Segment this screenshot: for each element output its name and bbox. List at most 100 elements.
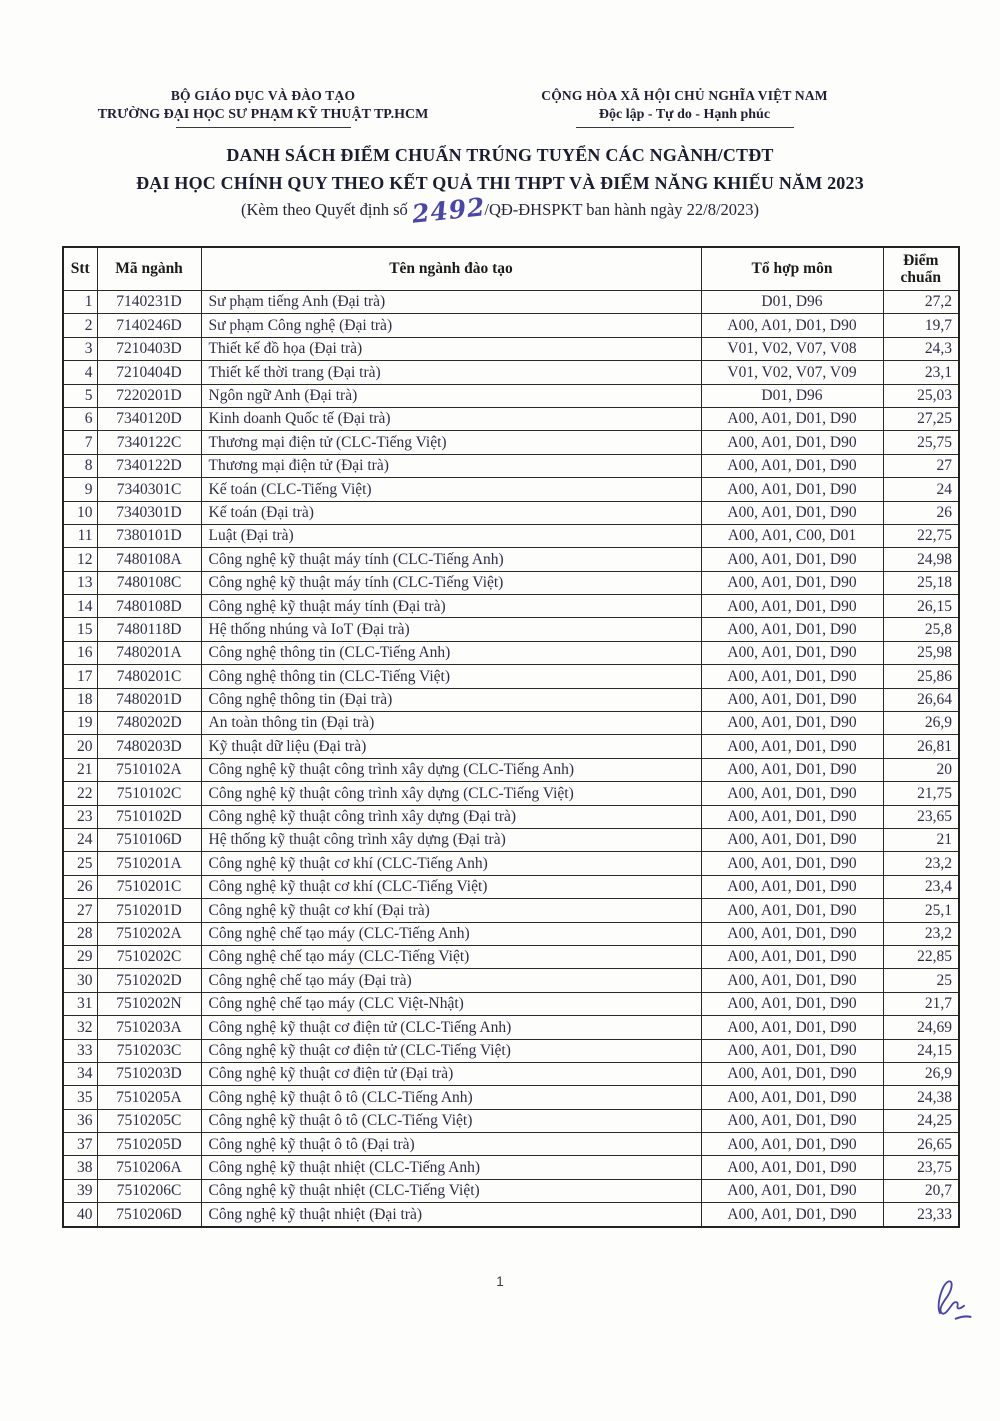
page-title-line2: ĐẠI HỌC CHÍNH QUY THEO KẾT QUẢ THI THPT …: [136, 173, 864, 193]
row-ten-nganh: Hệ thống nhúng và IoT (Đại trà): [200, 617, 702, 642]
row-to-hop-mon: A00, A01, D01, D90: [700, 898, 884, 923]
table-row: 17 7480201C Công nghệ thông tin (CLC-Tiếng…: [62, 664, 960, 689]
row-ten-nganh: Công nghệ kỹ thuật cơ điện tử (CLC-Tiếng…: [200, 1038, 702, 1063]
row-diem-chuan: 25,75: [882, 430, 960, 455]
row-diem-chuan: 21,75: [882, 781, 960, 806]
row-ma-nganh: 7340122D: [96, 453, 202, 479]
row-ten-nganh: Công nghệ kỹ thuật cơ điện tử (CLC-Tiếng…: [200, 1015, 702, 1040]
row-to-hop-mon: A00, A01, D01, D90: [700, 617, 884, 642]
row-ten-nganh: Ngôn ngữ Anh (Đại trà): [200, 383, 702, 408]
column-header-ten-nganh: Tên ngành đào tạo: [200, 246, 702, 291]
row-ten-nganh: Công nghệ kỹ thuật ô tô (Đại trà): [200, 1132, 702, 1157]
row-ma-nganh: 7480108D: [96, 594, 202, 619]
row-stt: 20: [62, 734, 98, 759]
row-to-hop-mon: A00, A01, D01, D90: [700, 1085, 884, 1110]
table-row: 8 7340122D Thương mại điện tử (Đại trà) A00…: [62, 453, 960, 479]
row-stt: 33: [62, 1038, 98, 1063]
row-diem-chuan: 25,03: [882, 383, 960, 408]
row-ten-nganh: Công nghệ thông tin (CLC-Tiếng Anh): [200, 640, 702, 666]
row-ten-nganh: Sư phạm Công nghệ (Đại trà): [200, 313, 702, 338]
row-ten-nganh: Thương mại điện tử (CLC-Tiếng Việt): [200, 430, 702, 455]
row-ten-nganh: An toàn thông tin (Đại trà): [200, 711, 702, 736]
admission-score-table: Stt Mã ngành Tên ngành đào tạo Tổ hợp mô…: [62, 246, 960, 1228]
row-stt: 9: [62, 477, 98, 502]
row-diem-chuan: 26,9: [882, 1061, 960, 1087]
row-diem-chuan: 24,98: [882, 547, 960, 572]
row-ten-nganh: Công nghệ kỹ thuật cơ khí (CLC-Tiếng Anh…: [200, 851, 702, 876]
row-stt: 8: [62, 453, 98, 479]
column-header-ma-nganh: Mã ngành: [96, 246, 202, 291]
row-diem-chuan: 26,15: [882, 594, 960, 619]
table-header: Stt Mã ngành Tên ngành đào tạo Tổ hợp mô…: [62, 246, 960, 291]
row-ma-nganh: 7510202A: [96, 921, 202, 946]
table-row: 10 7340301D Kế toán (Đại trà) A00, A01, D01…: [62, 500, 960, 525]
row-ten-nganh: Công nghệ thông tin (Đại trà): [200, 687, 702, 713]
table-row: 7 7340122C Thương mại điện tử (CLC-Tiếng V…: [62, 430, 960, 455]
row-stt: 18: [62, 687, 98, 713]
row-ma-nganh: 7210403D: [96, 336, 202, 362]
row-ten-nganh: Công nghệ kỹ thuật cơ khí (Đại trà): [200, 898, 702, 923]
row-ma-nganh: 7210404D: [96, 360, 202, 385]
table-row: 24 7510106D Hệ thống kỹ thuật công trình x…: [62, 827, 960, 853]
table-row: 39 7510206C Công nghệ kỹ thuật nhiệt (CLC-…: [62, 1178, 960, 1204]
row-diem-chuan: 23,75: [882, 1155, 960, 1180]
row-to-hop-mon: A00, A01, D01, D90: [700, 874, 884, 900]
row-ten-nganh: Kế toán (CLC-Tiếng Việt): [200, 477, 702, 502]
row-diem-chuan: 24: [882, 477, 960, 502]
table-row: 36 7510205C Công nghệ kỹ thuật ô tô (CLC-T…: [62, 1108, 960, 1134]
row-stt: 31: [62, 991, 98, 1017]
table-row: 40 7510206D Công nghệ kỹ thuật nhiệt (Đại …: [62, 1202, 960, 1228]
row-ten-nganh: Công nghệ kỹ thuật ô tô (CLC-Tiếng Việt): [200, 1108, 702, 1134]
row-ma-nganh: 7510202C: [96, 944, 202, 970]
row-to-hop-mon: A00, A01, D01, D90: [700, 1108, 884, 1134]
row-ten-nganh: Kinh doanh Quốc tế (Đại trà): [200, 406, 702, 432]
row-to-hop-mon: V01, V02, V07, V08: [700, 336, 884, 362]
decision-reference-prefix: (Kèm theo Quyết định số: [240, 200, 408, 219]
row-stt: 16: [62, 640, 98, 666]
row-ma-nganh: 7480203D: [96, 734, 202, 759]
row-diem-chuan: 22,75: [882, 523, 960, 549]
row-stt: 35: [62, 1085, 98, 1110]
row-stt: 36: [62, 1108, 98, 1134]
row-diem-chuan: 27,25: [882, 406, 960, 432]
row-ma-nganh: 7340301C: [96, 477, 202, 502]
row-stt: 2: [62, 313, 98, 338]
table-header-row: Stt Mã ngành Tên ngành đào tạo Tổ hợp mô…: [62, 246, 960, 291]
row-stt: 1: [62, 289, 98, 315]
row-ma-nganh: 7510203C: [96, 1038, 202, 1063]
table-row: 22 7510102C Công nghệ kỹ thuật công trình …: [62, 781, 960, 806]
decision-reference-suffix: /QĐ-ĐHSPKT ban hành ngày 22/8/2023): [484, 200, 760, 219]
table-row: 37 7510205D Công nghệ kỹ thuật ô tô (Đại t…: [62, 1132, 960, 1157]
row-to-hop-mon: A00, A01, D01, D90: [700, 734, 884, 759]
row-diem-chuan: 23,65: [882, 804, 960, 829]
row-stt: 5: [62, 383, 98, 408]
row-to-hop-mon: A00, A01, D01, D90: [700, 1038, 884, 1063]
row-diem-chuan: 25,1: [882, 898, 960, 923]
row-diem-chuan: 22,85: [882, 944, 960, 970]
row-to-hop-mon: A00, A01, D01, D90: [700, 547, 884, 572]
row-to-hop-mon: A00, A01, D01, D90: [700, 664, 884, 689]
table-row: 13 7480108C Công nghệ kỹ thuật máy tính (C…: [62, 570, 960, 596]
row-stt: 28: [62, 921, 98, 946]
table-row: 28 7510202A Công nghệ chế tạo máy (CLC-Tiế…: [62, 921, 960, 946]
header-right-underline: [575, 127, 794, 128]
row-ten-nganh: Công nghệ kỹ thuật nhiệt (CLC-Tiếng Việt…: [200, 1178, 702, 1204]
row-to-hop-mon: D01, D96: [700, 383, 884, 408]
row-stt: 37: [62, 1132, 98, 1157]
row-diem-chuan: 25: [882, 968, 960, 993]
row-stt: 24: [62, 827, 98, 853]
row-diem-chuan: 21: [882, 827, 960, 853]
row-stt: 30: [62, 968, 98, 993]
row-ma-nganh: 7480201C: [96, 664, 202, 689]
row-ma-nganh: 7510205C: [96, 1108, 202, 1134]
row-diem-chuan: 23,2: [882, 851, 960, 876]
row-ma-nganh: 7380101D: [96, 523, 202, 549]
row-diem-chuan: 24,15: [882, 1038, 960, 1063]
row-diem-chuan: 24,69: [882, 1015, 960, 1040]
row-ten-nganh: Kế toán (Đại trà): [200, 500, 702, 525]
issuing-authority-block: BỘ GIÁO DỤC VÀ ĐÀO TẠO TRƯỜNG ĐẠI HỌC SƯ…: [58, 88, 468, 128]
row-diem-chuan: 25,98: [882, 640, 960, 666]
table-row: 2 7140246D Sư phạm Công nghệ (Đại trà) A00,…: [62, 313, 960, 338]
row-diem-chuan: 27,2: [882, 289, 960, 315]
row-diem-chuan: 25,86: [882, 664, 960, 689]
